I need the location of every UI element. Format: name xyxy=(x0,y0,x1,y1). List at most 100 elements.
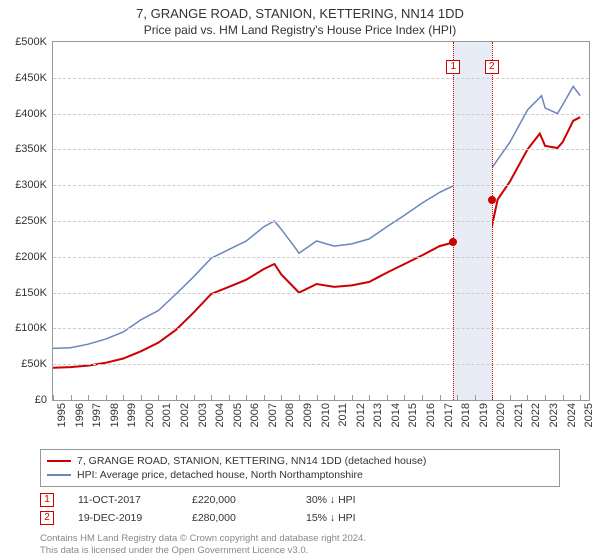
gridline xyxy=(53,257,589,258)
x-axis-label: 2001 xyxy=(161,403,173,427)
x-axis-label: 2012 xyxy=(355,403,367,427)
footnote: Contains HM Land Registry data © Crown c… xyxy=(40,533,560,558)
gridline xyxy=(53,78,589,79)
sale-date: 11-OCT-2017 xyxy=(78,494,168,506)
x-axis-label: 2017 xyxy=(443,403,455,427)
sales-table: 1 11-OCT-2017 £220,000 30% ↓ HPI 2 19-DEC-201… xyxy=(40,491,560,527)
x-axis-label: 2011 xyxy=(337,403,349,427)
x-tick xyxy=(176,395,177,400)
gridline xyxy=(53,185,589,186)
legend-label: HPI: Average price, detached house, Nort… xyxy=(77,469,363,481)
x-tick xyxy=(563,395,564,400)
x-tick xyxy=(422,395,423,400)
x-axis-label: 1998 xyxy=(109,403,121,427)
x-tick xyxy=(246,395,247,400)
x-axis-label: 2007 xyxy=(267,403,279,427)
x-axis-label: 2014 xyxy=(390,403,402,427)
sale-price: £280,000 xyxy=(192,512,282,524)
x-tick xyxy=(387,395,388,400)
x-axis-label: 2002 xyxy=(179,403,191,427)
y-axis-label: £100K xyxy=(15,322,47,334)
x-axis-label: 1996 xyxy=(74,403,86,427)
gridline xyxy=(53,149,589,150)
x-axis-label: 2006 xyxy=(249,403,261,427)
sale-badge: 2 xyxy=(40,511,54,525)
x-tick xyxy=(194,395,195,400)
x-axis-label: 1999 xyxy=(126,403,138,427)
x-axis-label: 2023 xyxy=(548,403,560,427)
x-tick xyxy=(53,395,54,400)
sale-marker-dot xyxy=(488,196,496,204)
y-axis-label: £500K xyxy=(15,36,47,48)
x-tick xyxy=(88,395,89,400)
legend: 7, GRANGE ROAD, STANION, KETTERING, NN14… xyxy=(40,449,560,487)
x-axis-label: 2024 xyxy=(566,403,578,427)
x-tick xyxy=(352,395,353,400)
x-tick xyxy=(123,395,124,400)
x-axis-labels: 1995199619971998199920002001200220032004… xyxy=(52,401,590,443)
y-axis-label: £0 xyxy=(35,394,47,406)
x-axis-label: 2000 xyxy=(144,403,156,427)
chart-title: 7, GRANGE ROAD, STANION, KETTERING, NN14… xyxy=(0,0,600,21)
gridline xyxy=(53,328,589,329)
x-axis-label: 2005 xyxy=(232,403,244,427)
legend-swatch xyxy=(47,460,71,462)
x-tick xyxy=(106,395,107,400)
sale-marker-dot xyxy=(449,238,457,246)
sale-price: £220,000 xyxy=(192,494,282,506)
y-axis-label: £50K xyxy=(21,358,47,370)
sale-marker-line xyxy=(453,42,454,400)
y-axis-label: £350K xyxy=(15,143,47,155)
x-tick xyxy=(141,395,142,400)
x-tick xyxy=(264,395,265,400)
x-tick xyxy=(71,395,72,400)
x-axis-label: 2022 xyxy=(530,403,542,427)
sale-marker-line xyxy=(492,42,493,400)
x-tick xyxy=(545,395,546,400)
x-axis-label: 2025 xyxy=(583,403,595,427)
x-tick xyxy=(211,395,212,400)
x-axis-label: 2003 xyxy=(197,403,209,427)
x-tick xyxy=(440,395,441,400)
legend-item: 7, GRANGE ROAD, STANION, KETTERING, NN14… xyxy=(47,454,553,468)
x-tick xyxy=(510,395,511,400)
y-axis-label: £450K xyxy=(15,72,47,84)
x-axis-label: 2016 xyxy=(425,403,437,427)
x-axis-label: 2015 xyxy=(407,403,419,427)
sale-row: 2 19-DEC-2019 £280,000 15% ↓ HPI xyxy=(40,509,560,527)
x-tick xyxy=(580,395,581,400)
sale-date: 19-DEC-2019 xyxy=(78,512,168,524)
x-tick xyxy=(369,395,370,400)
sale-diff: 30% ↓ HPI xyxy=(306,494,396,506)
y-axis-label: £150K xyxy=(15,287,47,299)
x-axis-label: 2019 xyxy=(478,403,490,427)
x-axis-label: 2010 xyxy=(320,403,332,427)
x-tick xyxy=(527,395,528,400)
sale-marker-label: 2 xyxy=(485,60,499,74)
legend-swatch xyxy=(47,474,71,476)
x-axis-label: 2004 xyxy=(214,403,226,427)
x-tick xyxy=(404,395,405,400)
gridline xyxy=(53,114,589,115)
y-axis-label: £250K xyxy=(15,215,47,227)
y-axis-label: £300K xyxy=(15,179,47,191)
x-axis-label: 2020 xyxy=(495,403,507,427)
x-axis-label: 2013 xyxy=(372,403,384,427)
x-tick xyxy=(334,395,335,400)
sale-marker-label: 1 xyxy=(446,60,460,74)
x-tick xyxy=(317,395,318,400)
x-tick xyxy=(281,395,282,400)
line-chart: £0£50K£100K£150K£200K£250K£300K£350K£400… xyxy=(52,41,590,401)
sale-diff: 15% ↓ HPI xyxy=(306,512,396,524)
x-axis-label: 2008 xyxy=(284,403,296,427)
x-axis-label: 1997 xyxy=(91,403,103,427)
legend-label: 7, GRANGE ROAD, STANION, KETTERING, NN14… xyxy=(77,455,426,467)
x-axis-label: 2021 xyxy=(513,403,525,427)
legend-item: HPI: Average price, detached house, Nort… xyxy=(47,468,553,482)
y-axis-label: £400K xyxy=(15,108,47,120)
x-tick xyxy=(299,395,300,400)
sale-badge: 1 xyxy=(40,493,54,507)
x-tick xyxy=(158,395,159,400)
footnote-line: This data is licensed under the Open Gov… xyxy=(40,545,560,557)
x-tick xyxy=(475,395,476,400)
